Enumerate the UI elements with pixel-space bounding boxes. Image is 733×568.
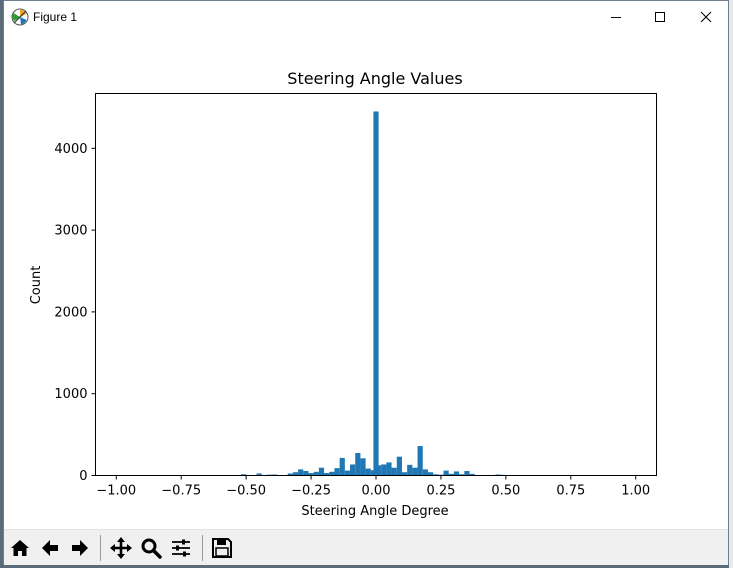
histogram-bar bbox=[318, 467, 325, 476]
histogram-bar bbox=[292, 472, 299, 476]
zoom-button[interactable] bbox=[137, 534, 165, 562]
x-tick-label: 1.00 bbox=[621, 484, 650, 499]
x-tick-label: 0.00 bbox=[362, 484, 391, 499]
navigation-toolbar bbox=[4, 529, 728, 565]
forward-button[interactable] bbox=[66, 534, 94, 562]
y-tick-label: 0 bbox=[79, 469, 87, 484]
histogram-bar bbox=[453, 471, 460, 476]
x-tick-label: −0.75 bbox=[161, 484, 201, 499]
arrow-right-icon bbox=[72, 540, 88, 556]
histogram-bar bbox=[373, 111, 379, 476]
close-icon bbox=[700, 11, 712, 23]
minimize-button[interactable] bbox=[593, 1, 639, 33]
x-axis-label: Steering Angle Degree bbox=[301, 504, 448, 519]
histogram-bar bbox=[376, 465, 382, 476]
x-tick-label: −1.00 bbox=[96, 484, 136, 499]
histogram-bar bbox=[324, 473, 330, 476]
chart-title: Steering Angle Values bbox=[287, 69, 462, 88]
histogram-bar bbox=[396, 456, 402, 476]
save-button[interactable] bbox=[208, 534, 236, 562]
minimize-icon bbox=[611, 17, 621, 18]
y-axis-ticks: 0 1000 2000 3000 4000 bbox=[54, 142, 96, 484]
toolbar-separator bbox=[100, 535, 101, 561]
histogram-bar bbox=[308, 473, 314, 476]
histogram-bar bbox=[412, 467, 418, 476]
y-tick-label: 4000 bbox=[54, 142, 87, 157]
histogram-bar bbox=[464, 471, 470, 476]
plot-canvas[interactable]: Steering Angle Values −1.00 −0.75 −0.50 −0.… bbox=[4, 33, 728, 529]
x-tick-label: −0.25 bbox=[291, 484, 331, 499]
histogram-bar bbox=[334, 468, 340, 476]
pan-button[interactable] bbox=[107, 534, 135, 562]
toolbar-separator bbox=[202, 535, 203, 561]
maximize-button[interactable] bbox=[637, 1, 683, 33]
title-bar[interactable]: Figure 1 bbox=[4, 1, 728, 33]
histogram-bar bbox=[313, 471, 319, 476]
histogram-bar bbox=[381, 464, 387, 476]
histogram-bar bbox=[240, 474, 247, 476]
histogram-bar bbox=[391, 467, 397, 476]
histogram-bar bbox=[386, 462, 392, 476]
histogram-bar bbox=[459, 474, 465, 476]
histogram-bar bbox=[443, 470, 449, 476]
matplotlib-app-icon bbox=[11, 8, 29, 26]
back-button[interactable] bbox=[36, 534, 64, 562]
histogram-bar bbox=[298, 469, 304, 476]
histogram-bar bbox=[433, 474, 439, 476]
floppy-icon bbox=[212, 538, 232, 558]
x-tick-label: −0.50 bbox=[226, 484, 266, 499]
y-axis-label: Count bbox=[29, 266, 44, 305]
x-tick-label: 0.75 bbox=[556, 484, 585, 499]
x-tick-label: 0.50 bbox=[491, 484, 520, 499]
window-title: Figure 1 bbox=[33, 10, 78, 24]
histogram-bar bbox=[355, 453, 361, 476]
x-tick-label: 0.25 bbox=[426, 484, 455, 499]
histogram-bar bbox=[469, 473, 475, 476]
maximize-icon bbox=[655, 12, 665, 22]
histogram-bar bbox=[287, 473, 293, 476]
y-tick-label: 3000 bbox=[54, 224, 87, 239]
magnifier-icon bbox=[141, 538, 162, 559]
histogram-bar bbox=[350, 464, 356, 476]
histogram-bars bbox=[240, 111, 506, 476]
histogram-bar bbox=[339, 457, 345, 476]
histogram-bar bbox=[401, 472, 408, 476]
histogram-bar bbox=[417, 446, 423, 476]
y-tick-label: 2000 bbox=[54, 305, 87, 320]
arrow-left-icon bbox=[42, 540, 58, 556]
home-button[interactable] bbox=[6, 534, 34, 562]
home-icon bbox=[11, 540, 29, 556]
sliders-icon bbox=[172, 539, 190, 557]
histogram-bar bbox=[303, 471, 309, 476]
histogram-bar bbox=[344, 470, 351, 476]
histogram-bar bbox=[329, 471, 335, 476]
figure-window: Figure 1 Steering Angle Values −1.00 −0.7… bbox=[3, 0, 729, 565]
histogram-chart: Steering Angle Values −1.00 −0.75 −0.50 −0.… bbox=[29, 69, 657, 519]
desktop-background-strip bbox=[729, 0, 733, 568]
x-axis-ticks: −1.00 −0.75 −0.50 −0.25 0.00 0.25 0.50 0.75 1.00 bbox=[96, 475, 650, 499]
move-icon bbox=[110, 537, 132, 559]
histogram-bar bbox=[427, 472, 434, 476]
configure-subplots-button[interactable] bbox=[167, 534, 195, 562]
histogram-bar bbox=[365, 468, 371, 476]
histogram-bar bbox=[448, 473, 454, 476]
histogram-bar bbox=[256, 473, 262, 476]
histogram-bar bbox=[360, 458, 366, 476]
y-tick-label: 1000 bbox=[54, 387, 87, 402]
histogram-bar bbox=[422, 469, 428, 476]
close-button[interactable] bbox=[683, 1, 729, 33]
histogram-bar bbox=[407, 464, 413, 476]
